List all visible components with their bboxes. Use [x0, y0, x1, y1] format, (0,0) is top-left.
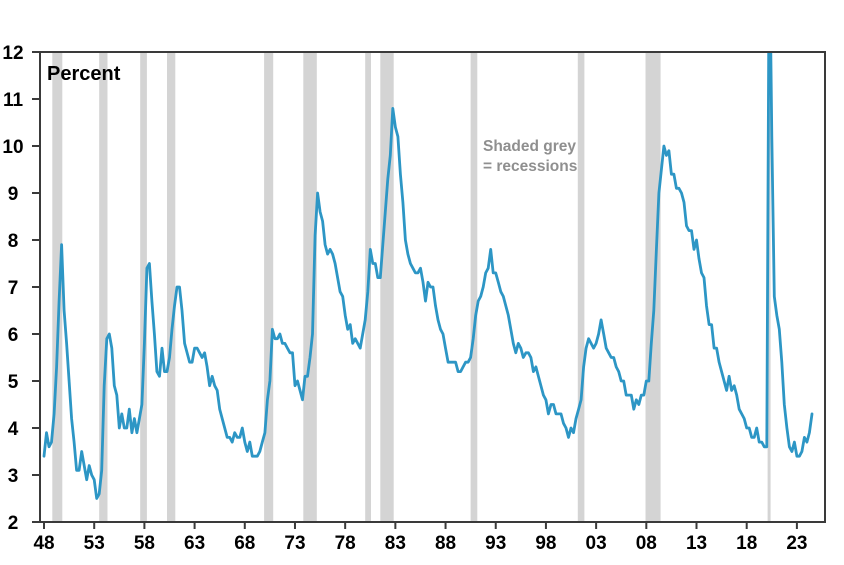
recession-band [52, 52, 63, 522]
y-tick-label: 7 [8, 278, 19, 299]
x-axis-labels: 48 53 58 63 68 73 78 83 88 93 98 03 08 13 18 23 [33, 533, 807, 554]
y-tick-label: 5 [8, 372, 19, 393]
x-tick-label: 23 [786, 533, 807, 554]
y-tick-label: 2 [8, 513, 19, 534]
recession-band [767, 52, 771, 522]
axis-ticks [32, 51, 798, 529]
recession-band [470, 52, 478, 522]
recession-annotation-line1: Shaded grey [483, 138, 576, 155]
x-tick-label: 63 [184, 533, 205, 554]
unemployment-rate-line [42, 52, 814, 500]
y-tick-label: 12 [2, 43, 23, 64]
x-tick-label: 53 [84, 533, 105, 554]
y-tick-label: 11 [3, 90, 24, 111]
recession-bands [52, 52, 771, 522]
x-tick-label: 78 [335, 533, 356, 554]
y-tick-label: 10 [2, 137, 23, 158]
y-tick-label: 3 [8, 466, 19, 487]
y-axis-labels: 2 3 4 5 6 7 8 9 10 11 12 [2, 43, 23, 534]
recession-band [645, 52, 661, 522]
recession-band [167, 52, 176, 522]
y-tick-label: 8 [8, 231, 19, 252]
recession-band [140, 52, 147, 522]
x-tick-label: 18 [736, 533, 757, 554]
x-tick-label: 83 [385, 533, 406, 554]
recession-annotation-line2: = recessions [483, 158, 577, 175]
y-tick-label: 4 [8, 419, 19, 440]
y-axis-title: Percent [47, 63, 121, 85]
x-tick-label: 88 [435, 533, 456, 554]
x-tick-label: 98 [535, 533, 556, 554]
recession-band [264, 52, 274, 522]
recession-band [303, 52, 317, 522]
recession-band [380, 52, 394, 522]
y-tick-label: 6 [8, 325, 19, 346]
x-tick-label: 73 [284, 533, 305, 554]
x-tick-label: 93 [485, 533, 506, 554]
x-tick-label: 68 [234, 533, 255, 554]
x-tick-label: 58 [134, 533, 155, 554]
y-tick-label: 9 [8, 184, 19, 205]
series-layer [42, 52, 814, 500]
x-tick-label: 03 [586, 533, 607, 554]
recession-band [577, 52, 585, 522]
x-tick-label: 13 [686, 533, 707, 554]
x-tick-label: 48 [33, 533, 54, 554]
recession-band [99, 52, 108, 522]
x-tick-label: 08 [636, 533, 657, 554]
